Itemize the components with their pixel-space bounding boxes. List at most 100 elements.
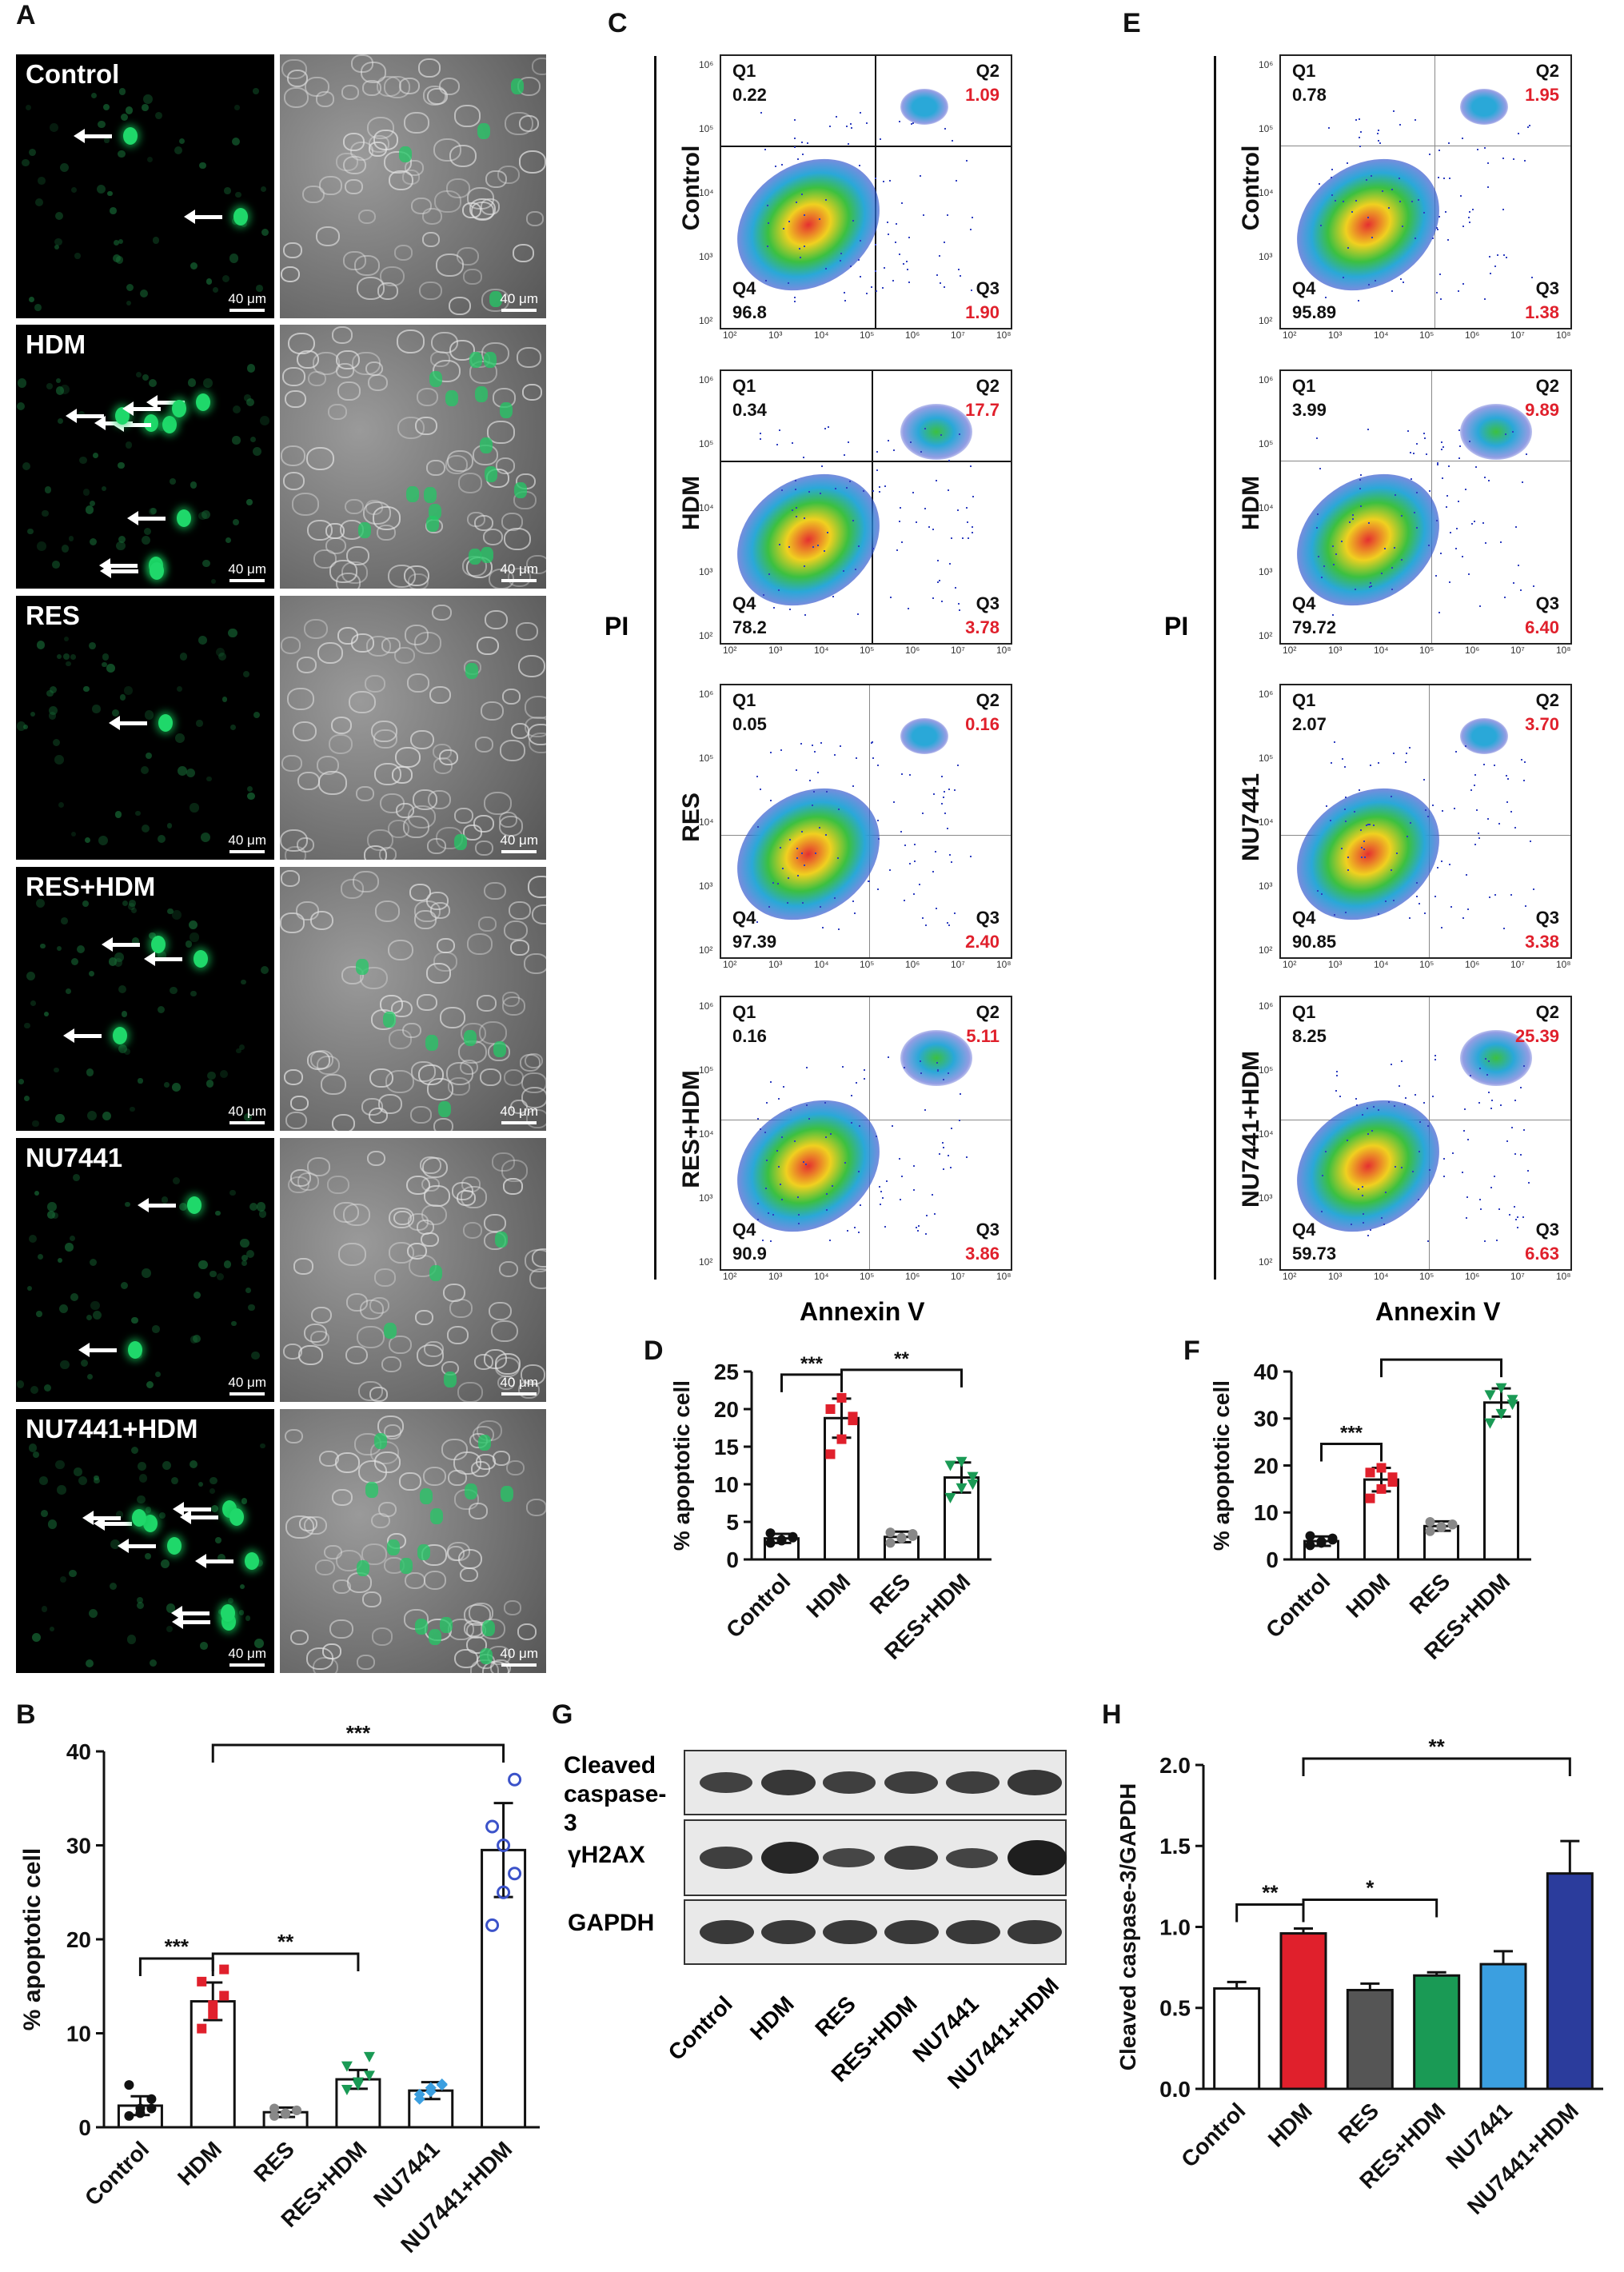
quadrant-q4: Q4 [732,278,756,298]
x-tick: 10⁶ [1465,329,1480,341]
event-dot [842,1066,844,1068]
green-overlay [428,503,441,520]
nucleus [120,113,128,121]
nucleus [85,837,91,844]
apoptotic-cell [172,400,187,418]
nucleus [18,1079,25,1085]
arrow-icon [195,1553,234,1568]
significance-label: ** [1429,1735,1446,1759]
event-dot [854,1227,856,1229]
nucleus [47,1202,57,1212]
x-tick: 10⁴ [1374,1271,1389,1282]
event-dot [886,221,888,223]
event-dot [769,751,772,753]
event-dot [1381,190,1383,193]
x-tick: 10⁸ [996,959,1012,970]
nucleus [141,1268,151,1279]
quadrant-q4v: 95.89 [1292,302,1337,322]
nucleus [48,712,57,720]
cell-outline [356,1654,375,1670]
event-dot [1359,136,1361,138]
event-dot [947,489,949,491]
nucleus [54,1067,60,1073]
y-tick: 10⁵ [1259,753,1274,764]
event-dot [836,856,839,859]
x-tick: 10⁵ [1419,1271,1434,1282]
nucleus [199,1642,208,1651]
quadrant-q1: Q1 [1292,376,1316,396]
event-dot [829,1133,832,1136]
cell-outline [406,673,430,693]
cell-outline [441,1438,468,1460]
event-dot [1359,474,1362,477]
data-point [1316,1536,1327,1547]
nucleus [46,1211,55,1219]
quadrant-q1: Q1 [732,690,756,710]
event-dot [757,1118,760,1120]
event-dot [1398,178,1400,180]
event-dot [770,1081,772,1084]
arrow-icon [78,1342,117,1357]
green-overlay [495,1231,509,1248]
quadrant-q3: Q3 [976,1220,1000,1240]
event-dot [957,269,960,271]
green-overlay [355,958,369,975]
nucleus [231,138,240,146]
cell-outline [417,993,437,1011]
event-dot [764,1131,767,1133]
nucleus [241,979,247,985]
y-tick: 10² [1259,944,1273,956]
event-dot [1455,548,1458,550]
y-tick: 10⁵ [1259,1064,1274,1076]
y-tick: 10⁶ [1259,59,1274,70]
green-overlay [493,1040,506,1057]
nucleus [238,1044,245,1051]
cell-outline [327,1176,350,1195]
nucleus [173,1176,181,1184]
nucleus [125,106,134,114]
nucleus [231,1320,237,1327]
event-dot [1390,869,1392,872]
event-dot [1379,142,1381,144]
event-dot [813,790,816,793]
nucleus [90,500,95,506]
cell-outline [421,1204,447,1226]
event-dot [1367,217,1369,219]
data-point [508,1772,522,1787]
nucleus [246,397,255,406]
scale-line [229,579,265,582]
data-point [208,2000,218,2010]
apoptotic-cell [162,416,178,434]
cell-outline [306,446,335,470]
event-dot [1343,809,1346,811]
green-overlay [465,662,479,679]
event-dot [1367,1234,1369,1236]
nucleus [201,833,211,843]
event-dot [1392,110,1395,113]
cell-outline [429,685,451,704]
nucleus [223,187,231,194]
event-dot [921,917,924,919]
event-dot [1412,453,1415,455]
nucleus [247,793,255,801]
event-dot [762,594,764,597]
event-dot [759,433,761,435]
y-tick: 10² [1259,1256,1273,1268]
data-point [1387,1472,1398,1483]
brightfield-image: 40 μm [280,867,546,1131]
nucleus [186,768,195,777]
green-overlay [387,1539,401,1555]
cell-outline [489,569,515,589]
y-tick: 10⁴ [699,502,714,513]
nucleus [241,1498,248,1504]
data-point [944,1492,956,1503]
x-tick: 10⁵ [860,1271,875,1282]
nucleus [114,240,120,246]
cell-outline [516,621,538,641]
arrow-icon [109,716,148,731]
nucleus [60,1360,70,1370]
nucleus [109,207,117,214]
event-dot [850,265,852,267]
y-tick-label: 5 [726,1510,739,1535]
green-overlay [500,401,513,418]
